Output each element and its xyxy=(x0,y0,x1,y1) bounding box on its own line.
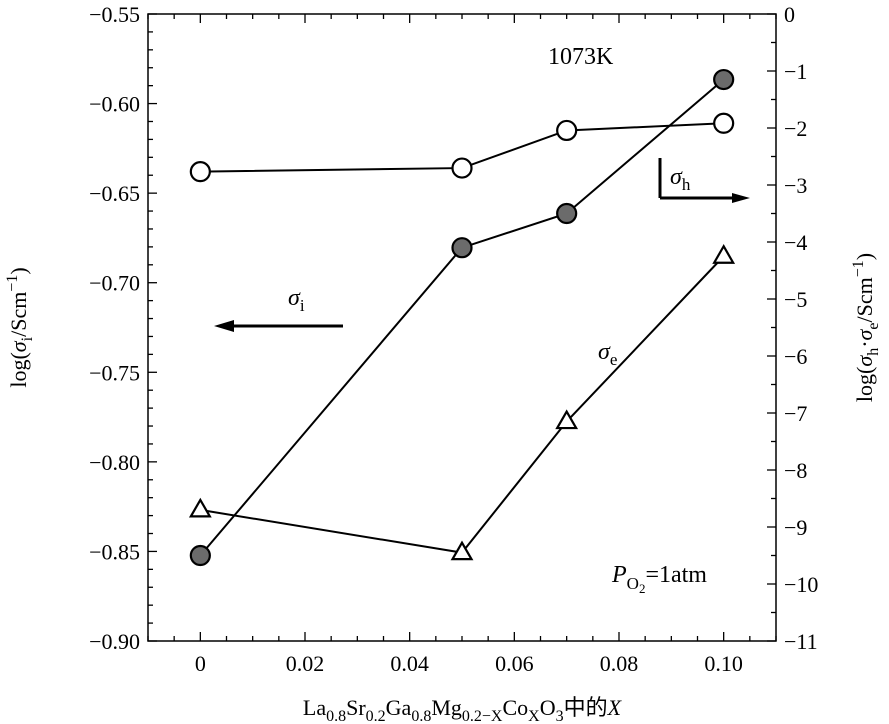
y-right-tick-label: −6 xyxy=(784,344,807,369)
marker-filled-circle xyxy=(451,237,473,259)
marker-filled-circle xyxy=(189,544,211,567)
y-left-tick-label: −0.90 xyxy=(89,629,140,654)
y-right-tick-label: 0 xyxy=(784,2,795,27)
sigma-i-arrow-head xyxy=(214,320,234,332)
marker-open-circle xyxy=(189,161,211,183)
y-right-tick-label: −1 xyxy=(784,59,807,84)
marker-filled-circle xyxy=(556,202,578,225)
y-right-tick-label: −7 xyxy=(784,401,807,426)
marker-open-circle xyxy=(451,157,473,179)
x-tick-label: 0 xyxy=(195,651,206,676)
y-left-tick-label: −0.80 xyxy=(89,450,140,475)
x-tick-label: 0.08 xyxy=(600,651,639,676)
y-right-tick-label: −8 xyxy=(784,458,807,483)
x-tick-label: 0.04 xyxy=(390,651,429,676)
y-right-tick-label: −10 xyxy=(784,572,818,597)
marker-open-triangle xyxy=(712,244,736,264)
pressure-label: PO2=1atm xyxy=(611,562,707,596)
x-tick-label: 0.06 xyxy=(495,651,534,676)
y-left-tick-label: −0.65 xyxy=(89,181,140,206)
sigma-i-label: σi xyxy=(288,285,305,315)
y-left-tick-label: −0.70 xyxy=(89,271,140,296)
marker-filled-circle xyxy=(713,68,735,91)
y-right-tick-label: −9 xyxy=(784,515,807,540)
x-axis-title: La0.8Sr0.2Ga0.8Mg0.2−XCoXO3中的X xyxy=(303,695,623,724)
y-left-tick-label: −0.55 xyxy=(89,2,140,27)
sigma-h-label: σh xyxy=(670,164,691,194)
series-markers xyxy=(188,68,736,567)
y-left-tick-label: −0.75 xyxy=(89,360,140,385)
y-left-tick-label: −0.85 xyxy=(89,539,140,564)
x-tick-label: 0.10 xyxy=(704,651,743,676)
y-left-tick-label: −0.60 xyxy=(89,92,140,117)
y-right-tick-label: −4 xyxy=(784,230,807,255)
series-line-filled-circle xyxy=(199,78,725,557)
series-lines xyxy=(199,78,725,557)
y-left-axis-title: log(σi/Scm−1) xyxy=(4,267,36,387)
x-tick-label: 0.02 xyxy=(286,651,325,676)
series-line-open-circle xyxy=(200,122,724,173)
y-right-tick-label: −5 xyxy=(784,287,807,312)
marker-open-circle xyxy=(556,119,578,142)
annotations: 1073K PO2=1atm σi σh σe xyxy=(214,44,750,596)
y-right-tick-label: −11 xyxy=(784,629,818,654)
series-line-open-triangle xyxy=(200,255,725,554)
marker-open-triangle xyxy=(450,540,474,561)
sigma-h-arrow-head xyxy=(732,193,750,203)
y-right-axis-title: log(σh·σe/Scm−1) xyxy=(850,253,882,402)
y-right-tick-label: −2 xyxy=(784,116,807,141)
sigma-e-label: σe xyxy=(598,339,617,369)
y-right-tick-label: −3 xyxy=(784,173,807,198)
marker-open-circle xyxy=(713,112,735,134)
axes-group: 0 0.02 0.04 0.06 0.08 0.10 −0.90 −0.85 −0.80 −0.7… xyxy=(4,2,882,724)
marker-open-triangle xyxy=(555,409,579,430)
temperature-label: 1073K xyxy=(548,44,614,70)
marker-open-triangle xyxy=(188,497,212,518)
